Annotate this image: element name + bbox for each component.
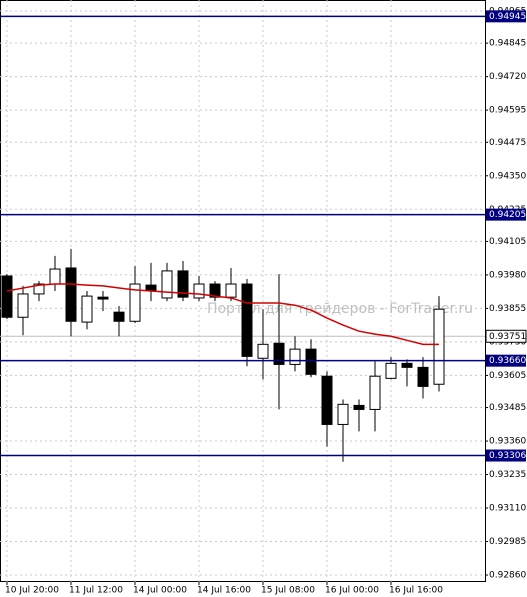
y-tick-label: 0.92985 [489, 537, 526, 547]
y-tick-label: 0.93360 [489, 437, 526, 447]
candle-body [337, 403, 349, 425]
watermark: Портал для трейдеров - ForTrader.ru [207, 301, 473, 317]
candle-body [161, 270, 173, 299]
candle-body [65, 267, 77, 322]
level-label: 0.93306 [489, 451, 526, 461]
x-tick-label: 16 Jul 16:00 [389, 586, 443, 596]
current-price-bg [485, 329, 527, 343]
y-tick-label: 0.93235 [489, 470, 526, 480]
candle-body [97, 296, 109, 300]
candle-body [1, 275, 13, 318]
candle-body [273, 342, 285, 365]
level-label: 0.94945 [489, 12, 526, 22]
x-tick-label: 15 Jul 08:00 [261, 586, 315, 596]
y-tick-label: 0.94350 [489, 171, 526, 181]
candle-body [81, 295, 93, 323]
candle-body [193, 283, 205, 299]
y-tick-label: 0.93605 [489, 371, 526, 381]
candle-body [433, 308, 445, 385]
level-label: 0.94205 [489, 210, 526, 220]
candle-body [417, 366, 429, 387]
current-price-label: 0.93751 [489, 332, 526, 342]
level-label: 0.93660 [489, 356, 526, 366]
level-label-bg [486, 354, 526, 367]
y-tick-label: 0.94595 [489, 106, 526, 116]
level-label-bg [486, 10, 526, 23]
candle-body [209, 283, 221, 298]
candle-body [129, 283, 141, 322]
candle-body [241, 283, 253, 357]
x-tick-label: 14 Jul 00:00 [133, 586, 187, 596]
x-tick-label: 16 Jul 00:00 [325, 586, 379, 596]
candle-body [305, 348, 317, 375]
candle-body [401, 362, 413, 368]
y-tick-label: 0.93980 [489, 270, 526, 280]
y-tick-label: 0.93110 [489, 504, 526, 514]
candle-body [225, 283, 237, 298]
level-label-bg [486, 449, 526, 462]
y-tick-label: 0.94845 [489, 39, 526, 49]
moving-average [6, 283, 439, 346]
x-tick-label: 14 Jul 16:00 [197, 586, 251, 596]
candle-body [385, 362, 397, 379]
candle-body [289, 348, 301, 365]
candle-body [321, 375, 333, 425]
candle-body [353, 404, 365, 410]
candle-body [369, 375, 381, 410]
y-tick-label: 0.92860 [489, 571, 526, 581]
y-tick-label: 0.93485 [489, 403, 526, 413]
x-tick-label: 10 Jul 20:00 [5, 586, 59, 596]
y-tick-label: 0.94105 [489, 237, 526, 247]
level-label-bg [486, 208, 526, 221]
candle-body [177, 270, 189, 298]
candle-body [17, 293, 29, 318]
y-tick-label: 0.94720 [489, 72, 526, 82]
candle-body [33, 283, 45, 295]
candle-body [113, 311, 125, 322]
y-tick-label: 0.93855 [489, 304, 526, 314]
candle-body [49, 268, 61, 285]
candle-body [257, 343, 269, 359]
x-tick-label: 11 Jul 12:00 [69, 586, 123, 596]
y-tick-label: 0.94475 [489, 138, 526, 148]
